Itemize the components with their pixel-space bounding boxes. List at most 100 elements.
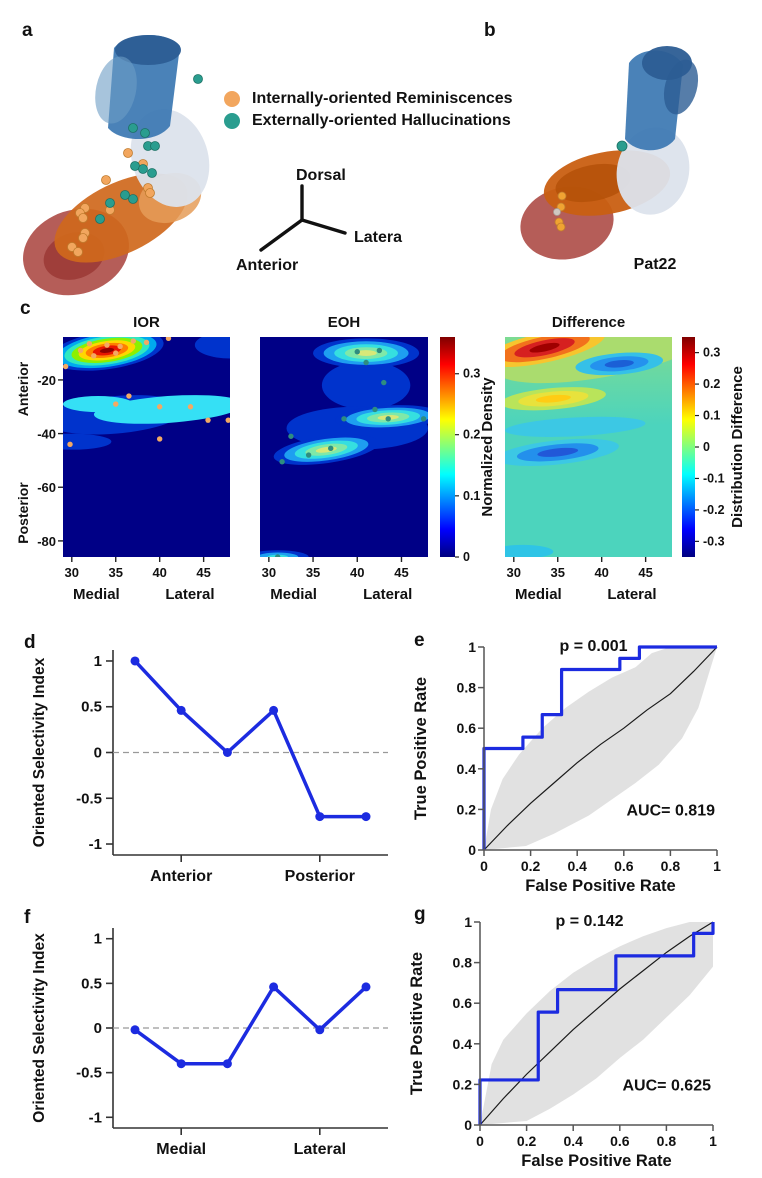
legend-label-ior: Internally-oriented Reminiscences bbox=[252, 90, 513, 107]
svg-text:40: 40 bbox=[350, 565, 364, 580]
electrode-dots-a bbox=[67, 74, 203, 257]
orientation-triad: Dorsal Lateral Anterior bbox=[236, 167, 403, 274]
brain-3d-view-a bbox=[23, 34, 210, 296]
panel-label-c: c bbox=[20, 298, 31, 319]
blue-structure-side bbox=[95, 56, 137, 124]
svg-text:0.2: 0.2 bbox=[453, 1076, 473, 1092]
gray-structure-b bbox=[616, 127, 690, 215]
svg-text:45: 45 bbox=[394, 565, 408, 580]
svg-text:0.1: 0.1 bbox=[463, 489, 480, 503]
svg-text:Normalized Density: Normalized Density bbox=[479, 377, 496, 517]
ior-legend-dot-icon bbox=[224, 91, 240, 107]
svg-text:AUC= 0.819: AUC= 0.819 bbox=[627, 802, 716, 819]
eoh-density-plot: 30 35 40 45 EOH Medial Lateral bbox=[260, 314, 428, 603]
osi-medial-lateral-plot: 1 0.5 0 -0.5 -1 Medial Lateral Oriented Selecti… bbox=[31, 928, 388, 1158]
legend-item-eoh: Externally-oriented Hallucinations bbox=[224, 110, 513, 132]
eoh-legend-dot-icon bbox=[224, 113, 240, 129]
svg-text:Oriented Selectivity Index: Oriented Selectivity Index bbox=[31, 657, 48, 847]
svg-text:0.4: 0.4 bbox=[453, 1036, 473, 1052]
svg-text:0: 0 bbox=[94, 745, 102, 762]
svg-text:0.5: 0.5 bbox=[81, 975, 102, 992]
svg-text:-20: -20 bbox=[37, 373, 56, 388]
svg-text:35: 35 bbox=[306, 565, 320, 580]
svg-text:Medial: Medial bbox=[73, 586, 120, 603]
svg-text:0.2: 0.2 bbox=[517, 1133, 537, 1149]
svg-text:1: 1 bbox=[464, 914, 472, 930]
svg-text:Medial: Medial bbox=[270, 586, 317, 603]
panel-label-f: f bbox=[24, 907, 31, 928]
svg-text:-0.2: -0.2 bbox=[703, 503, 725, 517]
svg-text:0: 0 bbox=[476, 1133, 484, 1149]
svg-text:1: 1 bbox=[709, 1133, 717, 1149]
svg-text:True Positive Rate: True Positive Rate bbox=[412, 677, 430, 820]
svg-text:Lateral: Lateral bbox=[294, 1141, 346, 1158]
svg-text:0: 0 bbox=[468, 842, 476, 858]
osi-anterior-posterior-plot: 1 0.5 0 -0.5 -1 Anterior Posterior Oriented Sel… bbox=[31, 650, 388, 885]
svg-text:-80: -80 bbox=[37, 534, 56, 549]
svg-text:False Positive Rate: False Positive Rate bbox=[521, 1152, 671, 1170]
roc-curve-medial-lateral: 00 0.2 0.2 0.4 0.4 0.6 0.6 0.8 0.8 1 1 False Positi… bbox=[408, 913, 717, 1170]
svg-text:Distribution Difference: Distribution Difference bbox=[729, 366, 746, 528]
svg-text:True Positive Rate: True Positive Rate bbox=[408, 952, 426, 1095]
difference-colorbar: -0.3 -0.2 -0.1 0 0.1 0.2 0.3 Distribution Diffe… bbox=[682, 337, 746, 557]
svg-text:False Positive Rate: False Positive Rate bbox=[525, 877, 675, 895]
svg-text:0.6: 0.6 bbox=[614, 858, 634, 874]
anterior-axis-line bbox=[259, 218, 304, 252]
svg-text:1: 1 bbox=[94, 931, 102, 948]
svg-text:0: 0 bbox=[703, 440, 710, 454]
svg-text:0.3: 0.3 bbox=[463, 367, 480, 381]
svg-text:0.4: 0.4 bbox=[457, 761, 477, 777]
svg-text:1: 1 bbox=[713, 858, 721, 874]
svg-text:0.4: 0.4 bbox=[563, 1133, 583, 1149]
svg-text:1: 1 bbox=[468, 639, 476, 655]
svg-text:40: 40 bbox=[152, 565, 166, 580]
svg-text:0.3: 0.3 bbox=[703, 346, 720, 360]
svg-text:Anterior: Anterior bbox=[150, 868, 212, 885]
svg-text:0.8: 0.8 bbox=[657, 1133, 677, 1149]
svg-text:Anterior: Anterior bbox=[15, 361, 31, 416]
svg-text:1: 1 bbox=[94, 653, 102, 670]
lateral-axis-line bbox=[300, 218, 347, 235]
legend: Internally-oriented Reminiscences Extern… bbox=[224, 88, 513, 132]
svg-text:0.2: 0.2 bbox=[703, 377, 720, 391]
ior-density-plot: 30 35 40 45 -20 -40 -60 -80 Anterior Posterior IOR… bbox=[15, 314, 230, 603]
panel-label-a: a bbox=[22, 20, 33, 41]
brain-3d-view-b bbox=[520, 46, 699, 260]
blue-structure-b-side bbox=[663, 59, 699, 115]
svg-text:0.2: 0.2 bbox=[521, 858, 541, 874]
svg-text:-0.5: -0.5 bbox=[76, 790, 102, 807]
svg-text:0.6: 0.6 bbox=[453, 995, 473, 1011]
svg-text:0.1: 0.1 bbox=[703, 409, 720, 423]
blue-structure-cap bbox=[115, 35, 181, 65]
svg-text:0.6: 0.6 bbox=[610, 1133, 630, 1149]
svg-text:-0.3: -0.3 bbox=[703, 534, 725, 548]
svg-text:40: 40 bbox=[594, 565, 608, 580]
difference-plot: 30 35 40 45 Difference Medial Lateral bbox=[505, 314, 672, 603]
svg-text:0: 0 bbox=[464, 1117, 472, 1133]
svg-text:0.5: 0.5 bbox=[81, 699, 102, 716]
svg-text:-1: -1 bbox=[89, 836, 102, 853]
orange-structure-b-core bbox=[555, 163, 631, 203]
triad-label-anterior: Anterior bbox=[236, 257, 298, 274]
roc-curve-anterior-posterior: 00 0.2 0.2 0.4 0.4 0.6 0.6 0.8 0.8 1 1 False Positi… bbox=[412, 638, 721, 895]
svg-text:35: 35 bbox=[551, 565, 565, 580]
svg-text:45: 45 bbox=[638, 565, 652, 580]
svg-text:30: 30 bbox=[507, 565, 521, 580]
svg-text:0.8: 0.8 bbox=[457, 680, 477, 696]
svg-text:0.6: 0.6 bbox=[457, 720, 477, 736]
svg-text:Medial: Medial bbox=[515, 586, 562, 603]
svg-text:-60: -60 bbox=[37, 480, 56, 495]
svg-text:35: 35 bbox=[109, 565, 123, 580]
triad-label-dorsal: Dorsal bbox=[296, 167, 346, 184]
svg-text:0.4: 0.4 bbox=[567, 858, 587, 874]
svg-text:Posterior: Posterior bbox=[15, 482, 31, 544]
legend-item-ior: Internally-oriented Reminiscences bbox=[224, 88, 513, 110]
panel-label-e: e bbox=[414, 630, 425, 651]
panel-label-d: d bbox=[24, 632, 36, 653]
legend-label-eoh: Externally-oriented Hallucinations bbox=[252, 112, 511, 129]
svg-text:p = 0.142: p = 0.142 bbox=[555, 913, 623, 930]
svg-text:0: 0 bbox=[463, 550, 470, 564]
triad-label-lateral: Lateral bbox=[354, 229, 403, 246]
